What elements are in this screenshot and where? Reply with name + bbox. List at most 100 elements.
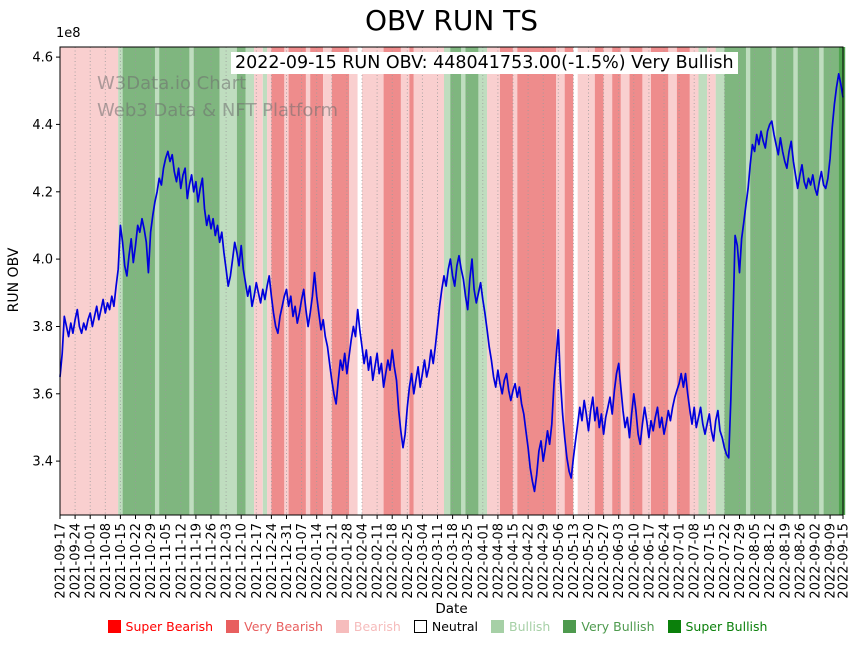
x-tick-label: 2021-11-19 <box>189 523 204 599</box>
sentiment-band-bullish <box>478 47 488 515</box>
x-tick-label: 2022-05-06 <box>552 523 567 599</box>
x-tick-label: 2022-06-17 <box>642 523 657 599</box>
latest-value-annotation: 2022-09-15 RUN OBV: 448041753.00(-1.5%) … <box>231 52 738 74</box>
x-tick-label: 2022-08-12 <box>763 523 778 599</box>
sentiment-band-very_bearish <box>409 47 414 515</box>
x-tick-label: 2022-02-25 <box>401 523 416 599</box>
x-tick-label: 2021-10-08 <box>99 523 114 599</box>
sentiment-band-bearish <box>60 47 119 515</box>
legend-label: Bullish <box>509 619 551 634</box>
x-tick-label: 2022-01-28 <box>340 523 355 599</box>
sentiment-band-very_bullish <box>797 47 820 515</box>
x-tick-label: 2021-11-12 <box>174 523 189 599</box>
sentiment-band-bearish <box>620 47 630 515</box>
sentiment-band-bearish <box>577 47 595 515</box>
legend-label: Super Bearish <box>125 619 214 634</box>
x-tick-label: 2022-09-09 <box>824 523 839 599</box>
y-tick-label: 4.2 <box>32 185 53 200</box>
x-tick-label: 2022-01-07 <box>295 523 310 599</box>
legend-label: Neutral <box>431 619 478 634</box>
sentiment-band-bullish <box>745 47 751 515</box>
x-tick-label: 2021-10-22 <box>129 523 144 599</box>
sentiment-band-bearish <box>323 47 332 515</box>
x-tick-label: 2022-06-24 <box>658 523 673 599</box>
y-axis-offset-label: 1e8 <box>56 26 81 41</box>
sentiment-band-very_bearish <box>651 47 669 515</box>
sentiment-band-bullish <box>715 47 725 515</box>
x-tick-label: 2022-09-15 <box>837 523 852 599</box>
sentiment-band-bullish <box>189 47 194 515</box>
sentiment-band-bullish <box>771 47 777 515</box>
legend-label: Very Bullish <box>581 619 655 634</box>
x-tick-label: 2021-12-31 <box>280 523 295 599</box>
x-tick-label: 2021-12-24 <box>265 523 280 599</box>
legend-item-very_bullish: Very Bullish <box>563 619 655 634</box>
sentiment-band-bullish <box>793 47 798 515</box>
x-tick-label: 2022-08-19 <box>778 523 793 599</box>
sentiment-band-very_bullish <box>193 47 220 515</box>
sentiment-band-very_bullish <box>122 47 155 515</box>
legend-item-very_bearish: Very Bearish <box>226 619 323 634</box>
sentiment-band-very_bearish <box>310 47 324 515</box>
x-tick-label: 2022-05-13 <box>567 523 582 599</box>
sentiment-band-bullish <box>819 47 824 515</box>
sentiment-band-very_bearish <box>676 47 690 515</box>
x-tick-label: 2022-03-04 <box>416 523 431 599</box>
x-tick-label: 2022-04-29 <box>537 523 552 599</box>
x-tick-label: 2021-12-17 <box>250 523 265 599</box>
y-axis-label: RUN OBV <box>6 247 22 313</box>
sentiment-band-super_bullish <box>838 47 846 515</box>
x-tick-label: 2022-09-02 <box>809 523 824 599</box>
sentiment-band-bearish <box>707 47 716 515</box>
sentiment-band-bearish <box>400 47 410 515</box>
watermark-line-1: W3Data.io Chart <box>97 73 247 94</box>
x-tick-label: 2022-04-22 <box>522 523 537 599</box>
x-tick-label: 2022-04-01 <box>476 523 491 599</box>
x-tick-label: 2021-11-05 <box>159 523 174 599</box>
sentiment-band-bullish <box>118 47 123 515</box>
x-tick-label: 2022-02-04 <box>356 523 371 599</box>
x-axis-label: Date <box>435 601 468 617</box>
obv-line <box>59 73 844 493</box>
sentiment-band-bearish <box>349 47 358 515</box>
x-tick-label: 2022-03-18 <box>446 523 461 599</box>
sentiment-band-bearish <box>689 47 699 515</box>
legend-item-super_bullish: Super Bullish <box>667 619 767 634</box>
legend-swatch-super_bullish <box>667 620 681 633</box>
x-tick-label: 2022-05-20 <box>582 523 597 599</box>
sentiment-band-very_bullish <box>776 47 794 515</box>
x-tick-label: 2022-03-25 <box>461 523 476 599</box>
legend: Super Bearish Very Bearish Bearish Neutral B… <box>30 619 845 634</box>
sentiment-band-bearish <box>556 47 565 515</box>
sentiment-band-very_bearish <box>564 47 574 515</box>
legend-item-bullish: Bullish <box>491 619 550 634</box>
sentiment-band-very_bearish <box>594 47 604 515</box>
x-tick-label: 2022-02-18 <box>386 523 401 599</box>
y-tick-label: 3.4 <box>32 455 53 470</box>
legend-label: Very Bearish <box>244 619 323 634</box>
x-tick-label: 2022-06-10 <box>627 523 642 599</box>
x-tick-label: 2022-03-11 <box>431 523 446 599</box>
x-tick-label: 2021-10-01 <box>84 523 99 599</box>
sentiment-band-bearish <box>487 47 500 515</box>
y-tick-label: 3.6 <box>32 387 53 402</box>
x-tick-label: 2022-04-08 <box>491 523 506 599</box>
sentiment-band-bearish <box>668 47 677 515</box>
sentiment-band-very_bullish <box>465 47 479 515</box>
legend-item-bearish: Bearish <box>335 619 401 634</box>
x-tick-label: 2022-08-05 <box>748 523 763 599</box>
plot-frame <box>59 46 844 516</box>
x-tick-label: 2022-06-03 <box>612 523 627 599</box>
chart-title: OBV RUN TS <box>364 4 539 37</box>
x-tick-label: 2021-12-10 <box>235 523 250 599</box>
legend-item-super_bearish: Super Bearish <box>107 619 214 634</box>
watermark-line-2: Web3 Data & NFT Platform <box>97 100 339 121</box>
sentiment-band-bullish <box>245 47 255 515</box>
legend-swatch-very_bearish <box>226 620 240 633</box>
sentiment-band-bearish <box>254 47 263 515</box>
sentiment-band-bearish <box>603 47 613 515</box>
y-tick-label: 4.4 <box>32 118 53 133</box>
y-tick-label: 4.6 <box>32 51 53 66</box>
sentiment-band-bearish <box>513 47 518 515</box>
